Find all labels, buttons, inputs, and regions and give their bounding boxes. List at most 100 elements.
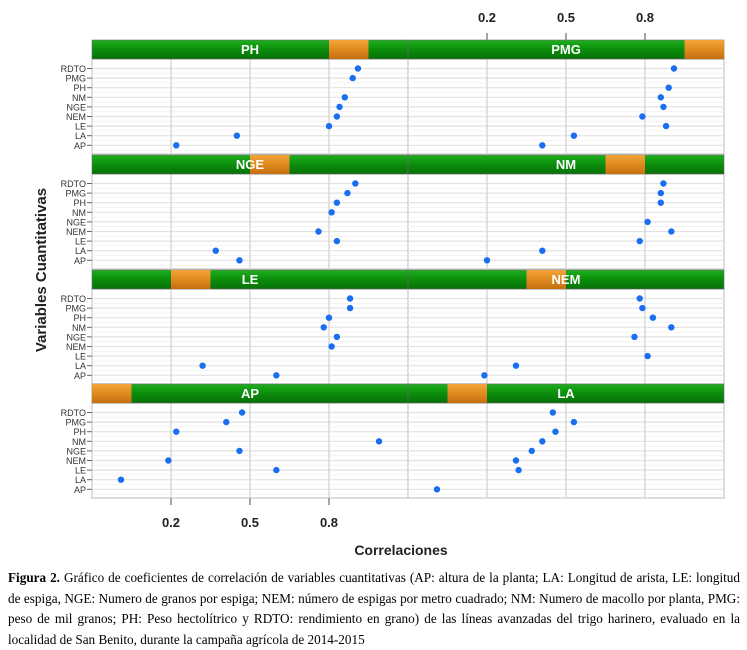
data-point-ap (173, 142, 180, 149)
y-tick-label: PH (73, 427, 86, 437)
data-point-ph (657, 199, 664, 206)
y-tick-label: RDTO (61, 179, 86, 189)
data-point-rdto (660, 180, 667, 187)
y-tick-label: NEM (66, 456, 86, 466)
data-point-la (512, 362, 520, 369)
facet-strip-highlight (526, 270, 566, 289)
facet-strip-title: PMG (551, 42, 581, 57)
figure-caption: Figura 2. Gráfico de coeficientes de cor… (8, 568, 740, 650)
data-point-ph (333, 199, 341, 206)
y-tick-label: NGE (66, 102, 86, 112)
y-tick-label: NGE (66, 332, 86, 342)
facet-strip-title: NGE (236, 157, 265, 172)
data-point-pmg (344, 189, 351, 197)
facet-strip-highlight (92, 384, 132, 403)
caption-text: Gráfico de coeficientes de correlación d… (8, 570, 740, 647)
x-tick-label-top: 0.8 (636, 10, 654, 25)
facet-strip-title: NM (556, 157, 576, 172)
panel-ap: AP (91, 383, 409, 499)
data-point-pmg (570, 418, 578, 426)
data-point-pmg (657, 189, 664, 197)
y-tick-label: LE (75, 352, 86, 362)
panel-ph: PH (91, 39, 409, 155)
data-point-nem (165, 457, 172, 464)
data-point-nm (328, 209, 335, 216)
facet-strip-highlight (329, 40, 369, 59)
facet-strip-highlight (684, 40, 724, 59)
data-point-le (515, 466, 522, 474)
data-point-rdto (354, 65, 362, 72)
facet-strip-title: LE (242, 272, 259, 287)
y-tick-label: AP (74, 371, 86, 381)
panel-nge: NGE (91, 154, 409, 270)
data-point-ap (539, 142, 546, 149)
y-tick-label: NEM (66, 227, 86, 237)
facet-strip-highlight (250, 155, 290, 174)
x-axis-label: Correlaciones (354, 542, 448, 558)
data-point-la (212, 247, 219, 254)
data-point-pmg (349, 74, 356, 82)
data-point-nm (539, 438, 546, 445)
data-point-le (273, 466, 280, 474)
data-point-nge (631, 333, 638, 341)
data-point-le (662, 122, 670, 130)
data-point-ph (325, 314, 333, 321)
y-tick-label: NGE (66, 217, 86, 227)
data-point-rdto (670, 65, 678, 72)
data-point-la (199, 362, 206, 369)
data-point-ap (483, 257, 491, 264)
data-point-nem (333, 113, 341, 120)
x-tick-label-bottom: 0.2 (162, 515, 180, 530)
data-point-rdto (636, 295, 643, 302)
y-tick-label: AP (74, 485, 86, 495)
panel-nem: NEM (407, 269, 725, 385)
y-tick-label: NGE (66, 446, 86, 456)
facet-strip-highlight (605, 155, 645, 174)
y-tick-label: PMG (65, 304, 86, 314)
y-tick-label: AP (74, 256, 86, 266)
data-point-pmg (346, 304, 354, 312)
data-point-ph (665, 84, 672, 91)
y-tick-label: AP (74, 141, 86, 151)
y-tick-label: LE (75, 237, 86, 247)
data-point-ap (481, 372, 488, 379)
data-point-la (233, 132, 241, 139)
data-point-rdto (549, 409, 557, 416)
facet-strip-title: PH (241, 42, 259, 57)
panel-la: LA (407, 383, 725, 499)
data-point-la (539, 247, 546, 254)
data-point-nm (341, 94, 348, 101)
y-tick-label: PMG (65, 74, 86, 84)
data-point-nm (320, 324, 327, 331)
y-tick-label: LE (75, 122, 86, 132)
data-point-nem (639, 113, 646, 120)
y-tick-label: NM (72, 208, 86, 218)
data-point-nge (336, 103, 343, 111)
facet-strip-title: LA (557, 386, 575, 401)
data-point-ap (433, 486, 441, 493)
data-point-nge (660, 103, 667, 111)
y-tick-label: RDTO (61, 408, 86, 418)
data-point-nm (668, 324, 675, 331)
data-point-nge (528, 447, 535, 455)
y-tick-label: NEM (66, 112, 86, 122)
data-point-rdto (346, 295, 354, 302)
y-tick-label: PH (73, 83, 86, 93)
x-tick-label-top: 0.2 (478, 10, 496, 25)
data-point-la (117, 476, 125, 483)
y-tick-label: LA (75, 475, 86, 485)
data-point-le (333, 237, 341, 245)
data-point-nem (512, 457, 520, 464)
y-tick-label: PH (73, 198, 86, 208)
data-point-ph (173, 428, 180, 435)
data-point-ap (236, 257, 243, 264)
data-point-pmg (639, 304, 646, 312)
facet-strip-highlight (447, 384, 487, 403)
panel-pmg: PMG (407, 39, 725, 155)
data-point-nge (644, 218, 651, 226)
x-tick-label-bottom: 0.5 (241, 515, 259, 530)
data-point-ph (552, 428, 559, 435)
y-tick-label: PH (73, 313, 86, 323)
data-point-le (636, 237, 643, 245)
y-tick-label: PMG (65, 189, 86, 199)
